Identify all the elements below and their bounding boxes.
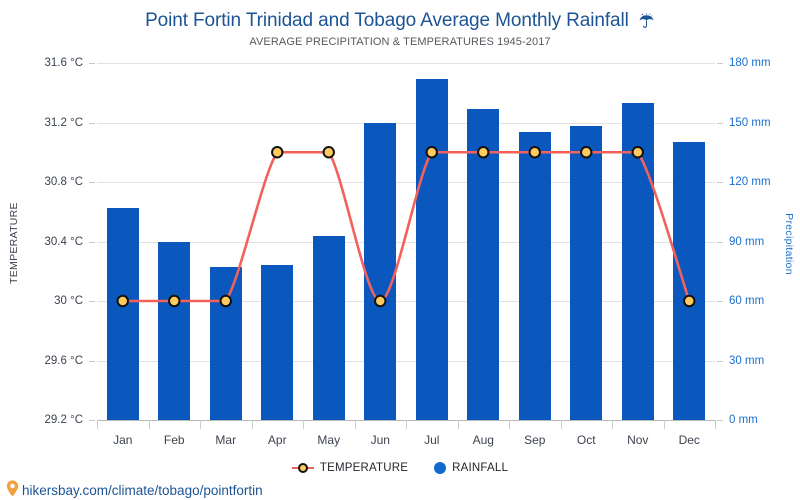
right-axis-tick: [717, 122, 723, 124]
right-axis-tick: [717, 301, 723, 302]
x-axis-label: Mar: [215, 433, 237, 447]
x-axis-label: Oct: [576, 433, 596, 447]
legend-label: RAINFALL: [452, 462, 509, 474]
right-axis-label: 180 mm: [729, 57, 771, 69]
rainfall-bar[interactable]: [106, 207, 139, 420]
gridline: [97, 63, 715, 64]
chart-subtitle: AVERAGE PRECIPITATION & TEMPERATURES 194…: [249, 36, 551, 48]
rainfall-bar[interactable]: [158, 241, 191, 420]
source-link-text[interactable]: hikersbay.com/climate/tobago/pointfortin: [22, 482, 263, 498]
left-axis-label: 29.2 °C: [44, 414, 83, 426]
rainfall-bar[interactable]: [415, 78, 448, 420]
right-axis-label: 150 mm: [729, 116, 771, 129]
x-axis: Jan Feb Mar Apr May Jun Jul Aug Sep Oct Nov Dec: [97, 420, 716, 447]
x-axis-label: Dec: [678, 433, 700, 447]
x-axis-tick: [200, 420, 201, 429]
rainfall-bar[interactable]: [261, 265, 294, 420]
left-axis-label: 31.2 °C: [44, 116, 83, 129]
x-axis-label: Jun: [370, 433, 390, 447]
rainfall-bar[interactable]: [312, 235, 345, 420]
x-axis-tick: [560, 420, 562, 429]
rainfall-bar[interactable]: [673, 142, 706, 420]
x-axis-tick: [457, 420, 459, 429]
right-axis-label: 90 mm: [729, 235, 765, 248]
rainfall-bar[interactable]: [518, 132, 551, 420]
right-axis-title: Precipitation: [783, 213, 795, 275]
rainfall-bar[interactable]: [209, 267, 242, 420]
umbrella-rain-icon: [638, 12, 655, 35]
x-axis-tick: [97, 420, 98, 429]
left-axis-tick: [89, 241, 95, 243]
left-axis-label: 31.6 °C: [44, 57, 83, 69]
left-axis-label: 30.8 °C: [44, 176, 83, 188]
left-axis-tick: [89, 182, 95, 183]
rainfall-bar[interactable]: [467, 108, 500, 420]
x-axis-tick: [663, 420, 665, 429]
map-pin-icon: [6, 480, 19, 500]
left-axis-label: 29.6 °C: [44, 354, 83, 367]
rainfall-bar[interactable]: [364, 122, 397, 420]
right-axis-tick: [717, 182, 723, 183]
x-axis-label: Nov: [627, 433, 649, 447]
x-axis-label: Feb: [163, 433, 185, 447]
right-axis-tick: [717, 420, 723, 421]
legend-item[interactable]: TEMPERATURE: [291, 462, 409, 474]
x-axis-tick: [612, 420, 613, 429]
right-axis-tick: [717, 241, 723, 243]
legend-rainfall-icon: [434, 462, 447, 474]
left-axis-tick: [89, 122, 95, 124]
legend-label: TEMPERATURE: [319, 462, 409, 474]
left-axis-label: 30 °C: [54, 295, 83, 307]
page-title-text: Point Fortin Trinidad and Tobago Average…: [145, 10, 629, 31]
x-axis-label: Apr: [267, 433, 287, 447]
left-axis-tick: [89, 63, 95, 64]
left-axis-tick: [89, 301, 95, 302]
right-axis-label: 30 mm: [729, 354, 765, 367]
right-axis-label: 120 mm: [729, 176, 771, 188]
x-axis-label: Jan: [113, 433, 133, 447]
x-axis-label: Sep: [524, 433, 546, 447]
x-axis-tick: [303, 420, 304, 429]
right-axis-label: 60 mm: [729, 295, 765, 307]
x-axis-tick: [251, 420, 253, 429]
right-axis-tick: [717, 63, 723, 64]
right-axis-label: 0 mm: [729, 414, 758, 426]
x-axis-tick: [148, 420, 150, 429]
legend-item[interactable]: RAINFALL: [434, 462, 508, 474]
rainfall-bar[interactable]: [621, 102, 654, 420]
left-axis-tick: [89, 360, 95, 362]
x-axis-label: May: [317, 433, 341, 447]
x-axis-tick: [354, 420, 356, 429]
x-axis-label: Jul: [424, 433, 440, 447]
rainfall-bar[interactable]: [570, 126, 603, 420]
legend-temperature-icon: [291, 463, 314, 473]
right-axis-tick: [717, 360, 723, 362]
x-axis-tick: [509, 420, 510, 429]
left-axis-label: 30.4 °C: [44, 235, 83, 248]
chart-legend: TEMPERATURE RAINFALL: [0, 462, 800, 474]
page-title: Point Fortin Trinidad and Tobago Average…: [0, 10, 800, 35]
left-axis-title: TEMPERATURE: [8, 202, 20, 284]
x-axis-tick: [715, 420, 716, 429]
gridline: [97, 122, 715, 124]
x-axis-label: Aug: [472, 433, 494, 447]
plot-area: 31.6 °C 180 mm 31.2 °C 150 mm 30.8 °C 120 mm 3…: [45, 57, 771, 426]
source-link[interactable]: hikersbay.com/climate/tobago/pointfortin: [6, 480, 263, 500]
left-axis-tick: [89, 420, 95, 421]
gridline: [97, 360, 715, 362]
x-axis-tick: [406, 420, 407, 429]
